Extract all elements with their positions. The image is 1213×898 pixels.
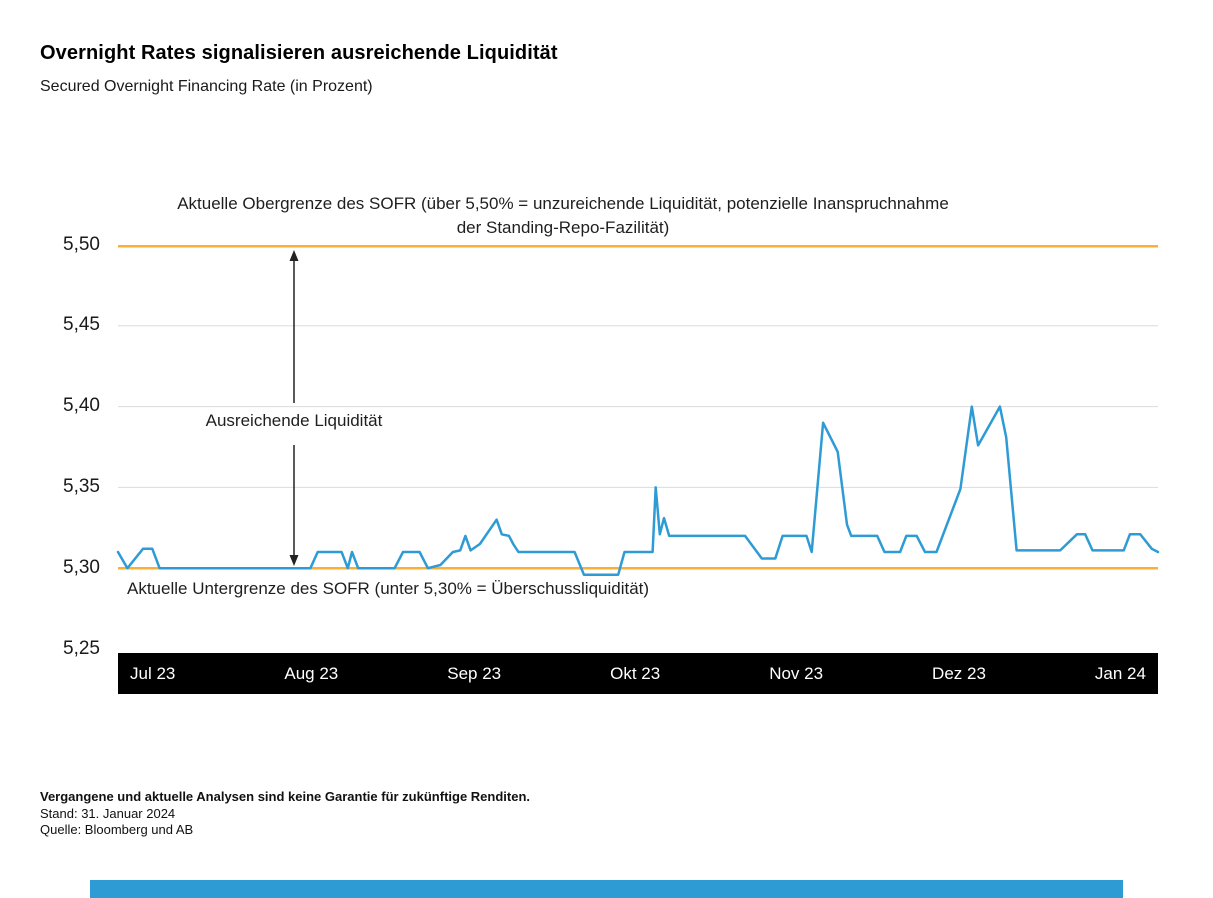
x-tick-label: Nov 23: [769, 663, 824, 683]
y-tick-label: 5,30: [63, 556, 100, 578]
footer-notes: Vergangene und aktuelle Analysen sind ke…: [40, 789, 530, 839]
sofr-line-chart: [116, 245, 1160, 576]
footer-disclaimer: Vergangene und aktuelle Analysen sind ke…: [40, 789, 531, 804]
x-tick-label: Jan 24: [1094, 663, 1146, 683]
upper-bound-annotation-line1: Aktuelle Obergrenze des SOFR (über 5,50%…: [177, 194, 949, 213]
x-tick-label: Sep 23: [447, 663, 502, 683]
y-tick-label: 5,35: [63, 475, 100, 497]
upper-bound-annotation: Aktuelle Obergrenze des SOFR (über 5,50%…: [123, 192, 1003, 240]
page-subtitle: Secured Overnight Financing Rate (in Pro…: [40, 78, 373, 95]
x-tick-label: Aug 23: [284, 663, 339, 683]
x-tick-label: Okt 23: [610, 663, 661, 683]
y-tick-label: 5,25: [63, 637, 100, 659]
page-title: Overnight Rates signalisieren ausreichen…: [40, 42, 558, 64]
upper-bound-annotation-line2: der Standing-Repo-Fazilität): [456, 218, 670, 237]
brand-accent-bar: [90, 880, 1123, 898]
x-tick-label: Jul 23: [130, 663, 176, 683]
y-tick-label: 5,45: [63, 314, 100, 336]
y-tick-label: 5,50: [63, 233, 100, 255]
x-tick-label: Dez 23: [932, 663, 986, 683]
footer-source: Quelle: Bloomberg und AB: [40, 822, 194, 837]
lower-bound-annotation: Aktuelle Untergrenze des SOFR (unter 5,3…: [127, 579, 650, 598]
y-tick-label: 5,40: [63, 395, 100, 417]
x-axis-band: Jul 23 Aug 23 Sep 23 Okt 23 Nov 23 Dez 23 Jan …: [118, 653, 1158, 694]
footer-as-of: Stand: 31. Januar 2024: [40, 805, 176, 821]
range-annotation: Ausreichende Liquidität: [205, 411, 383, 430]
sofr-series-line: [116, 405, 1160, 576]
